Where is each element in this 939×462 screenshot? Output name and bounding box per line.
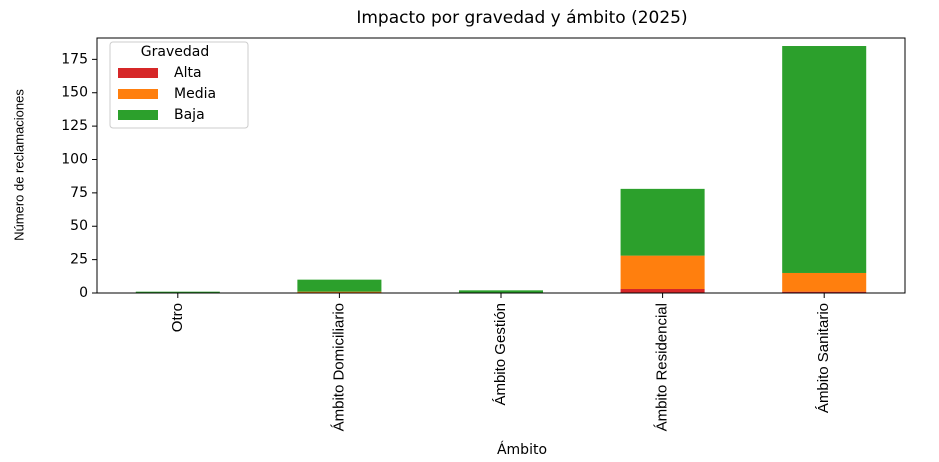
bar-segment bbox=[297, 291, 382, 293]
bar-segment bbox=[620, 188, 705, 256]
bar-segment bbox=[782, 46, 867, 273]
x-tick-label: Ámbito Domiciliario bbox=[330, 303, 347, 431]
legend-label: Media bbox=[174, 86, 216, 102]
bar-segment bbox=[297, 279, 382, 292]
plot-frame bbox=[96, 37, 906, 294]
x-tick-label: Otro bbox=[169, 303, 186, 332]
bar-segment bbox=[620, 288, 705, 293]
legend-swatch bbox=[118, 110, 158, 120]
legend-box bbox=[109, 41, 249, 129]
legend-swatch bbox=[118, 89, 158, 99]
x-tick-label: Ámbito Sanitario bbox=[815, 303, 832, 413]
y-tick-label: 150 bbox=[61, 85, 88, 101]
legend-label: Alta bbox=[174, 65, 202, 81]
x-axis-label: Ámbito bbox=[497, 441, 547, 458]
legend-label: Baja bbox=[174, 107, 205, 123]
y-tick-label: 100 bbox=[61, 151, 88, 167]
chart-title: Impacto por gravedad y ámbito (2025) bbox=[356, 8, 687, 28]
bar-segment bbox=[620, 255, 705, 289]
y-tick-label: 0 bbox=[79, 285, 88, 301]
x-tick-label: Ámbito Residencial bbox=[654, 303, 671, 431]
y-tick-label: 75 bbox=[70, 185, 88, 201]
y-tick-label: 50 bbox=[70, 218, 88, 234]
bar-segment bbox=[782, 272, 867, 292]
bar-segment bbox=[782, 291, 867, 293]
legend-title: Gravedad bbox=[141, 44, 209, 60]
y-tick-label: 25 bbox=[70, 252, 88, 268]
y-tick-label: 175 bbox=[61, 51, 88, 67]
y-axis-label: Número de reclamaciones bbox=[11, 89, 26, 241]
bar-segment bbox=[458, 290, 544, 293]
y-tick-label: 125 bbox=[61, 118, 88, 134]
bar-segment bbox=[135, 291, 220, 293]
x-tick-label: Ámbito Gestión bbox=[492, 303, 509, 406]
legend-swatch bbox=[118, 68, 158, 78]
